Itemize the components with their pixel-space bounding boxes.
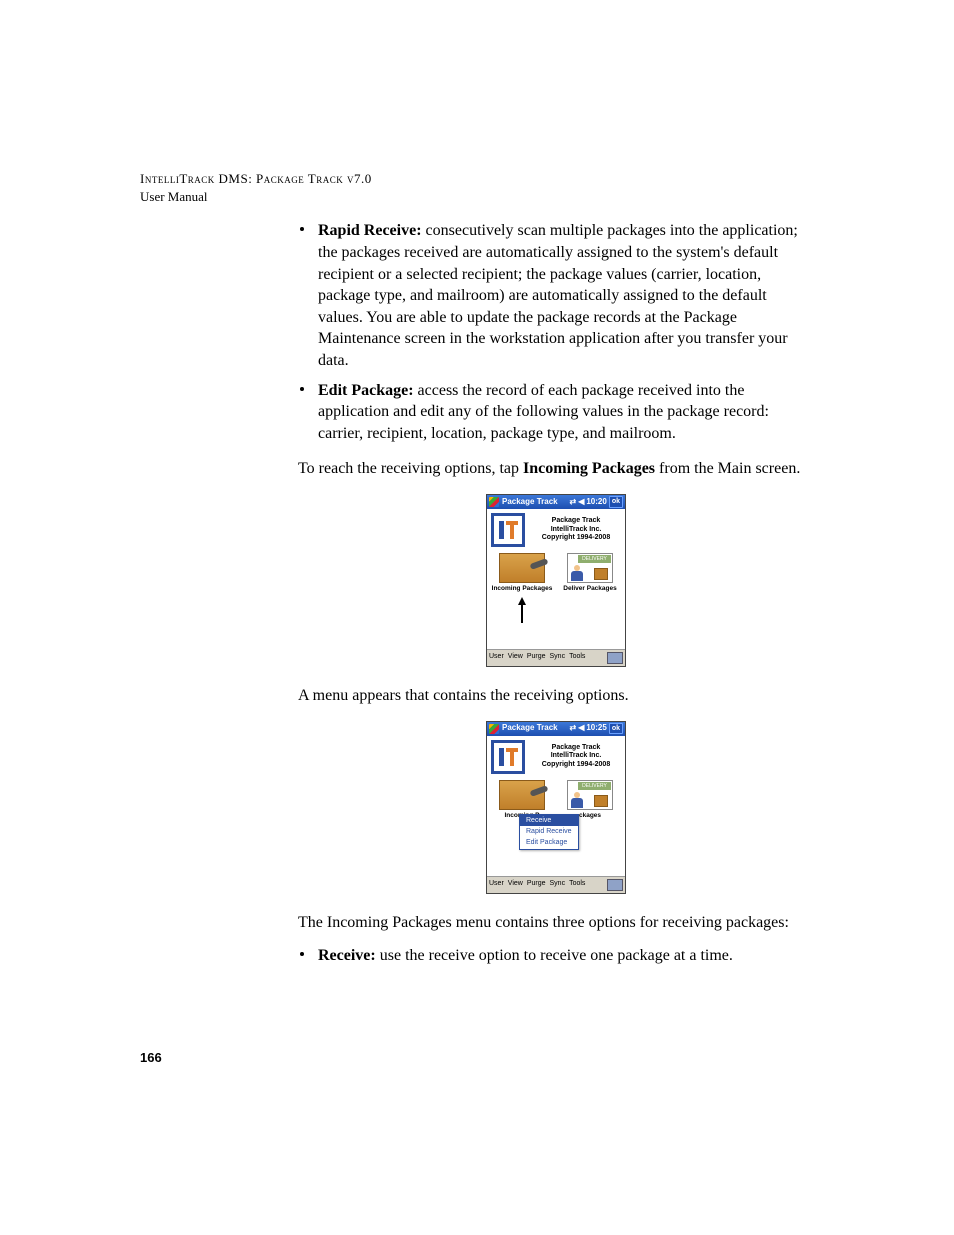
intellitrack-logo-icon: [491, 513, 525, 547]
deliver-packages-button[interactable]: DELIVERY Deliver Packages: [559, 553, 621, 623]
menu-view[interactable]: View: [508, 879, 523, 891]
bullet-icon: [300, 387, 304, 391]
logo-text: Package Track IntelliTrack Inc. Copyrigh…: [531, 744, 621, 769]
menu-purge[interactable]: Purge: [527, 652, 546, 664]
logo-row: Package Track IntelliTrack Inc. Copyrigh…: [491, 740, 621, 774]
titlebar: Package Track ⇄ ◀ 10:20 ok: [487, 495, 625, 509]
instruction-paragraph: To reach the receiving options, tap Inco…: [298, 458, 814, 480]
bullet-title: Edit Package:: [318, 382, 414, 399]
bullet-title: Receive:: [318, 947, 376, 964]
arrow-up-icon: [518, 597, 526, 605]
popup-receive[interactable]: Receive: [520, 815, 578, 826]
device-frame: Package Track ⇄ ◀ 10:25 ok Packag: [486, 721, 626, 894]
bottom-bullet-list: Receive: use the receive option to recei…: [298, 945, 814, 967]
menu-tools[interactable]: Tools: [569, 879, 585, 891]
page-number: 166: [140, 1050, 162, 1065]
keyboard-icon[interactable]: [607, 879, 623, 891]
intellitrack-logo-icon: [491, 740, 525, 774]
keyboard-icon[interactable]: [607, 652, 623, 664]
popup-rapid-receive[interactable]: Rapid Receive: [520, 826, 578, 837]
menu-sync[interactable]: Sync: [550, 652, 566, 664]
start-icon[interactable]: [489, 724, 499, 734]
bullet-edit-package: Edit Package: access the record of each …: [298, 380, 814, 445]
connectivity-icon[interactable]: ⇄: [570, 723, 577, 734]
bullet-text: consecutively scan multiple packages int…: [318, 222, 798, 369]
app-body: Package Track IntelliTrack Inc. Copyrigh…: [487, 736, 625, 876]
bullet-text: use the receive option to receive one pa…: [376, 947, 733, 964]
delivery-icon: DELIVERY: [567, 553, 613, 583]
bullet-receive: Receive: use the receive option to recei…: [298, 945, 814, 967]
menu-user[interactable]: User: [489, 879, 504, 891]
window-title: Package Track: [502, 497, 570, 508]
device-frame: Package Track ⇄ ◀ 10:20 ok Packag: [486, 494, 626, 667]
incoming-packages-popup: Receive Rapid Receive Edit Package: [519, 814, 579, 850]
menu-sync[interactable]: Sync: [550, 879, 566, 891]
icons-area: Incoming Packages DELIVERY Deliver Packa…: [491, 553, 621, 647]
app-body: Package Track IntelliTrack Inc. Copyrigh…: [487, 509, 625, 649]
menu-user[interactable]: User: [489, 652, 504, 664]
connectivity-icon[interactable]: ⇄: [570, 497, 577, 508]
menu-tools[interactable]: Tools: [569, 652, 585, 664]
start-icon[interactable]: [489, 497, 499, 507]
header-subtitle: User Manual: [140, 188, 814, 206]
clock-text: 10:20: [586, 497, 606, 508]
ok-button[interactable]: ok: [609, 496, 623, 507]
logo-text: Package Track IntelliTrack Inc. Copyrigh…: [531, 517, 621, 542]
titlebar-icons: ⇄ ◀ 10:25 ok: [570, 723, 624, 734]
volume-icon[interactable]: ◀: [578, 723, 584, 734]
screenshot-menu-screen: Package Track ⇄ ◀ 10:25 ok Packag: [298, 721, 814, 894]
package-scanner-icon: [499, 780, 545, 810]
icons-area: Incoming P DELIVERY ckages R: [491, 780, 621, 874]
header-title: IntelliTrack DMS: Package Track v7.0: [140, 170, 814, 188]
ok-button[interactable]: ok: [609, 723, 623, 734]
menu-purge[interactable]: Purge: [527, 879, 546, 891]
arrow-stem: [521, 605, 523, 623]
logo-row: Package Track IntelliTrack Inc. Copyrigh…: [491, 513, 621, 547]
bullet-title: Rapid Receive:: [318, 222, 422, 239]
main-content: Rapid Receive: consecutively scan multip…: [298, 220, 814, 966]
delivery-icon: DELIVERY: [567, 780, 613, 810]
screenshot-main-screen: Package Track ⇄ ◀ 10:20 ok Packag: [298, 494, 814, 667]
page-header: IntelliTrack DMS: Package Track v7.0 Use…: [140, 170, 814, 206]
menubar: User View Purge Sync Tools: [487, 649, 625, 666]
bullet-rapid-receive: Rapid Receive: consecutively scan multip…: [298, 220, 814, 371]
options-paragraph: The Incoming Packages menu contains thre…: [298, 912, 814, 934]
menu-view[interactable]: View: [508, 652, 523, 664]
incoming-packages-button[interactable]: Incoming Packages: [491, 553, 553, 623]
top-bullet-list: Rapid Receive: consecutively scan multip…: [298, 220, 814, 444]
bullet-icon: [300, 952, 304, 956]
package-scanner-icon: [499, 553, 545, 583]
titlebar-icons: ⇄ ◀ 10:20 ok: [570, 496, 624, 507]
clock-text: 10:25: [586, 723, 606, 734]
volume-icon[interactable]: ◀: [578, 497, 584, 508]
popup-edit-package[interactable]: Edit Package: [520, 837, 578, 848]
menu-appears-paragraph: A menu appears that contains the receivi…: [298, 685, 814, 707]
titlebar: Package Track ⇄ ◀ 10:25 ok: [487, 722, 625, 736]
menubar: User View Purge Sync Tools: [487, 876, 625, 893]
bullet-icon: [300, 227, 304, 231]
window-title: Package Track: [502, 723, 570, 734]
